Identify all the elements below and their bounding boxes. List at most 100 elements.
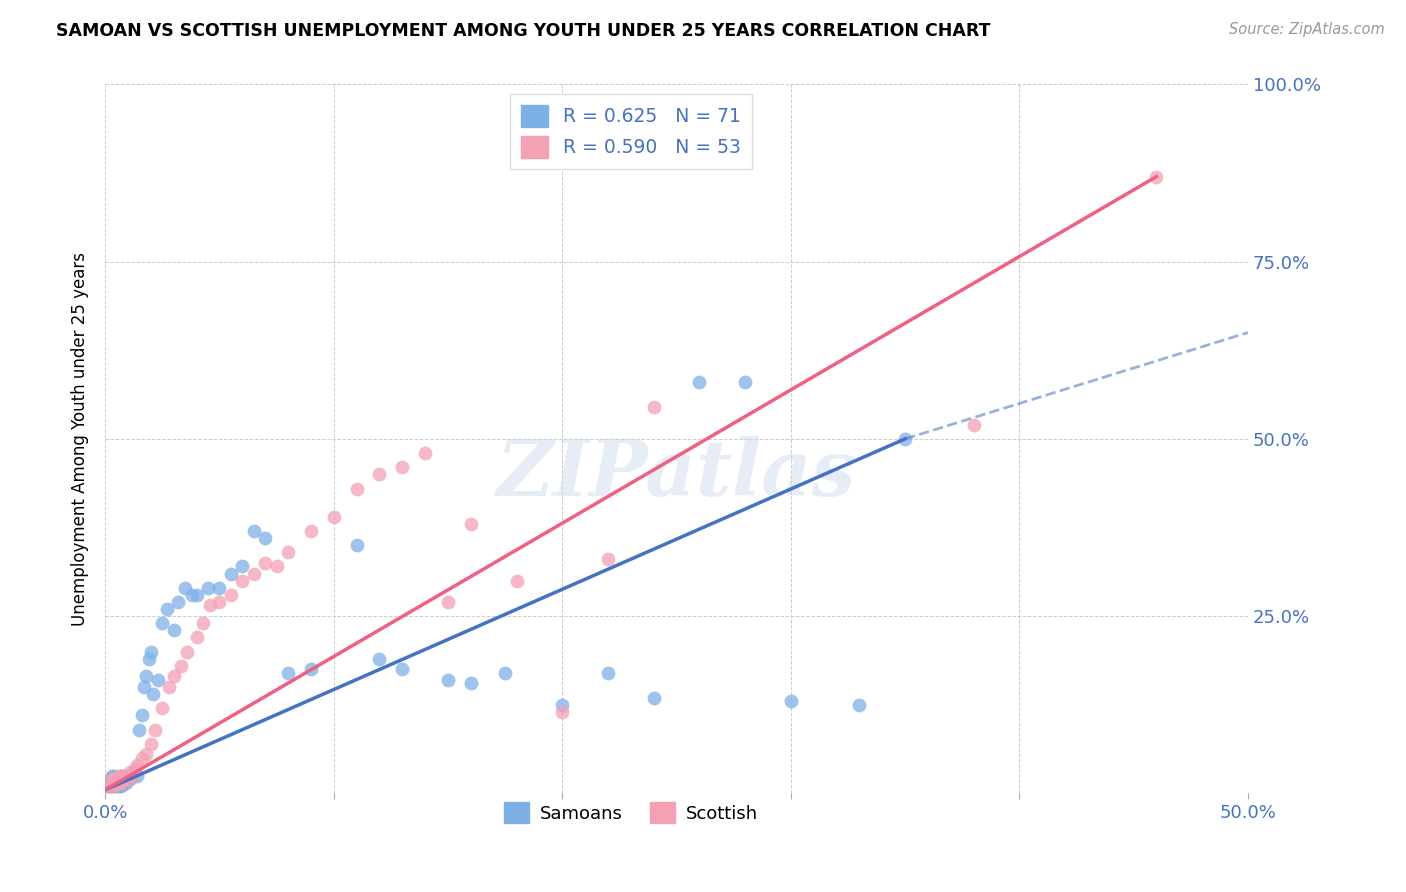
- Point: [197, 581, 219, 595]
- Point: [688, 375, 710, 389]
- Point: [98, 779, 121, 793]
- Point: [108, 779, 131, 793]
- Point: [112, 772, 135, 787]
- Point: [101, 769, 124, 783]
- Point: [101, 775, 124, 789]
- Point: [181, 588, 204, 602]
- Point: [145, 723, 167, 737]
- Point: [139, 644, 162, 658]
- Point: [157, 680, 180, 694]
- Point: [96, 775, 118, 789]
- Point: [219, 566, 242, 581]
- Point: [156, 602, 179, 616]
- Point: [110, 775, 132, 789]
- Point: [112, 772, 135, 787]
- Point: [112, 769, 135, 783]
- Point: [596, 552, 619, 566]
- Point: [101, 775, 124, 789]
- Point: [98, 775, 121, 789]
- Point: [174, 581, 197, 595]
- Point: [391, 460, 413, 475]
- Point: [105, 772, 128, 787]
- Point: [962, 417, 984, 432]
- Point: [242, 524, 264, 538]
- Point: [120, 772, 142, 787]
- Point: [150, 701, 173, 715]
- Point: [163, 624, 186, 638]
- Point: [108, 775, 131, 789]
- Point: [112, 775, 135, 789]
- Point: [114, 769, 136, 783]
- Point: [121, 769, 143, 783]
- Point: [105, 772, 128, 787]
- Point: [779, 694, 801, 708]
- Point: [848, 698, 870, 712]
- Point: [169, 658, 191, 673]
- Point: [105, 775, 128, 789]
- Point: [894, 432, 917, 446]
- Point: [127, 758, 149, 772]
- Point: [505, 574, 527, 588]
- Point: [596, 665, 619, 680]
- Point: [643, 400, 665, 414]
- Point: [437, 673, 460, 687]
- Point: [139, 737, 162, 751]
- Point: [132, 680, 155, 694]
- Point: [219, 588, 242, 602]
- Point: [254, 531, 277, 545]
- Point: [131, 751, 153, 765]
- Point: [437, 595, 460, 609]
- Point: [103, 779, 125, 793]
- Point: [142, 687, 165, 701]
- Point: [167, 595, 190, 609]
- Point: [117, 772, 139, 787]
- Point: [368, 467, 391, 482]
- Point: [135, 747, 157, 762]
- Point: [254, 556, 277, 570]
- Point: [163, 669, 186, 683]
- Point: [231, 574, 253, 588]
- Point: [150, 616, 173, 631]
- Point: [277, 545, 299, 559]
- Point: [110, 775, 132, 789]
- Text: ZIPatlas: ZIPatlas: [496, 436, 856, 513]
- Point: [110, 772, 132, 787]
- Point: [551, 705, 574, 719]
- Point: [108, 772, 131, 787]
- Point: [322, 509, 344, 524]
- Point: [96, 775, 118, 789]
- Point: [121, 769, 143, 783]
- Point: [114, 775, 136, 789]
- Point: [346, 482, 368, 496]
- Point: [208, 595, 231, 609]
- Point: [643, 690, 665, 705]
- Text: Source: ZipAtlas.com: Source: ZipAtlas.com: [1229, 22, 1385, 37]
- Point: [135, 669, 157, 683]
- Point: [120, 765, 142, 780]
- Y-axis label: Unemployment Among Youth under 25 years: Unemployment Among Youth under 25 years: [72, 252, 89, 626]
- Point: [98, 779, 121, 793]
- Point: [108, 775, 131, 789]
- Point: [186, 588, 208, 602]
- Point: [117, 772, 139, 787]
- Point: [131, 708, 153, 723]
- Point: [98, 772, 121, 787]
- Point: [105, 775, 128, 789]
- Point: [231, 559, 253, 574]
- Text: SAMOAN VS SCOTTISH UNEMPLOYMENT AMONG YOUTH UNDER 25 YEARS CORRELATION CHART: SAMOAN VS SCOTTISH UNEMPLOYMENT AMONG YO…: [56, 22, 991, 40]
- Point: [299, 662, 322, 676]
- Point: [124, 762, 146, 776]
- Point: [103, 769, 125, 783]
- Point: [103, 772, 125, 787]
- Legend: Samoans, Scottish: Samoans, Scottish: [494, 791, 769, 834]
- Point: [138, 651, 160, 665]
- Point: [128, 723, 150, 737]
- Point: [101, 779, 124, 793]
- Point: [1144, 169, 1167, 184]
- Point: [266, 559, 288, 574]
- Point: [127, 769, 149, 783]
- Point: [551, 698, 574, 712]
- Point: [101, 772, 124, 787]
- Point: [200, 599, 222, 613]
- Point: [460, 516, 482, 531]
